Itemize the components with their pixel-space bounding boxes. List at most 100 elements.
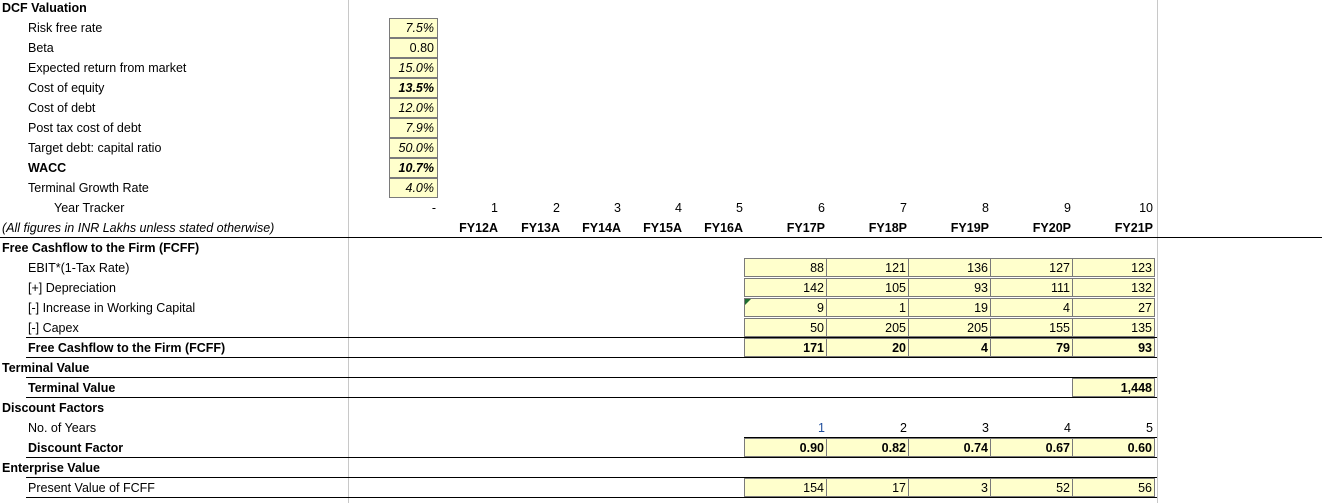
- terminal-value-label: Terminal Value: [28, 381, 116, 395]
- row-separator: [744, 437, 1157, 438]
- terminal-value-cell[interactable]: 1,448: [1072, 378, 1155, 397]
- assumption-input[interactable]: 10.7%: [389, 158, 438, 178]
- year-header: FY21P: [1114, 221, 1153, 235]
- row-separator: [26, 497, 1157, 498]
- header-underline: [0, 237, 1322, 238]
- discount-factor-label: Discount Factor: [28, 441, 124, 455]
- fcff-cell[interactable]: 9: [744, 298, 827, 317]
- year-tracker-cell: 5: [736, 201, 743, 215]
- assumption-input[interactable]: 4.0%: [389, 178, 438, 198]
- error-indicator-icon: [745, 299, 751, 305]
- assumption-input[interactable]: 12.0%: [389, 98, 438, 118]
- fcff-cell[interactable]: 155: [990, 318, 1073, 337]
- year-tracker-cell: 9: [1064, 201, 1071, 215]
- enterprise-section-header: Enterprise Value: [2, 461, 100, 475]
- present-value-cell[interactable]: 3: [908, 478, 991, 497]
- fcff-total-cell[interactable]: 4: [908, 338, 991, 357]
- discount-years-row: No. of Years 1 2 3 4 5: [0, 418, 1322, 438]
- fcff-row-label: EBIT*(1-Tax Rate): [28, 261, 130, 275]
- discount-factor-cell[interactable]: 0.90: [744, 438, 827, 457]
- fcff-cell[interactable]: 111: [990, 278, 1073, 297]
- assumption-input[interactable]: 7.9%: [389, 118, 438, 138]
- discount-factor-cell[interactable]: 0.60: [1072, 438, 1155, 457]
- fcff-cell[interactable]: 142: [744, 278, 827, 297]
- fcff-cell[interactable]: 132: [1072, 278, 1155, 297]
- fcff-cell[interactable]: 105: [826, 278, 909, 297]
- fcff-cell[interactable]: 93: [908, 278, 991, 297]
- assumption-input[interactable]: 13.5%: [389, 78, 438, 98]
- discount-factor-cell[interactable]: 0.82: [826, 438, 909, 457]
- fcff-total-cell[interactable]: 171: [744, 338, 827, 357]
- assumption-row: Cost of equity 13.5%: [0, 78, 1322, 98]
- fcff-cell[interactable]: 50: [744, 318, 827, 337]
- assumption-row: Beta 0.80: [0, 38, 1322, 58]
- year-header: FY20P: [1032, 221, 1071, 235]
- discount-year-cell: 2: [900, 421, 907, 435]
- assumption-input[interactable]: 0.80: [389, 38, 438, 58]
- present-value-label: Present Value of FCFF: [28, 481, 155, 495]
- assumption-label: Expected return from market: [28, 61, 187, 75]
- assumption-input[interactable]: 7.5%: [389, 18, 438, 38]
- assumption-row: Target debt: capital ratio 50.0%: [0, 138, 1322, 158]
- fcff-cell[interactable]: 19: [908, 298, 991, 317]
- discount-factor-cell[interactable]: 0.67: [990, 438, 1073, 457]
- year-tracker-cell: 4: [675, 201, 682, 215]
- fcff-row: [+] Depreciation 142 105 93 111 132: [0, 278, 1322, 298]
- assumption-input[interactable]: 50.0%: [389, 138, 438, 158]
- fcff-cell[interactable]: 205: [908, 318, 991, 337]
- fcff-total-cell[interactable]: 93: [1072, 338, 1155, 357]
- fcff-cell-value: 9: [817, 301, 824, 315]
- assumption-label: WACC: [28, 161, 67, 175]
- fcff-cell[interactable]: 127: [990, 258, 1073, 277]
- fcff-cell[interactable]: 27: [1072, 298, 1155, 317]
- fcff-cell[interactable]: 1: [826, 298, 909, 317]
- year-header: FY16A: [704, 221, 743, 235]
- row-separator: [26, 477, 1157, 478]
- terminal-value-row: Terminal Value 1,448: [0, 378, 1322, 398]
- discount-year-cell: 5: [1146, 421, 1153, 435]
- assumption-row: Terminal Growth Rate 4.0%: [0, 178, 1322, 198]
- section-header-row: Free Cashflow to the Firm (FCFF): [0, 238, 1322, 258]
- year-tracker-cell: 7: [900, 201, 907, 215]
- present-value-cell[interactable]: 56: [1072, 478, 1155, 497]
- assumption-input[interactable]: 15.0%: [389, 58, 438, 78]
- discount-year-cell: 4: [1064, 421, 1071, 435]
- fcff-cell[interactable]: 205: [826, 318, 909, 337]
- fcff-cell[interactable]: 88: [744, 258, 827, 277]
- assumption-label: Beta: [28, 41, 54, 55]
- fcff-total-cell[interactable]: 79: [990, 338, 1073, 357]
- assumption-label: Risk free rate: [28, 21, 103, 35]
- year-tracker-cell: 10: [1139, 201, 1153, 215]
- fcff-cell[interactable]: 121: [826, 258, 909, 277]
- discount-factor-row: Discount Factor 0.90 0.82 0.74 0.67 0.60: [0, 438, 1322, 458]
- discount-years-label: No. of Years: [28, 421, 97, 435]
- discount-section-header: Discount Factors: [2, 401, 105, 415]
- row-separator: [26, 337, 1157, 338]
- year-tracker-cell: 3: [614, 201, 621, 215]
- present-value-cell[interactable]: 17: [826, 478, 909, 497]
- section-header-row: Terminal Value: [0, 358, 1322, 378]
- fcff-cell[interactable]: 135: [1072, 318, 1155, 337]
- year-header: FY14A: [582, 221, 621, 235]
- present-value-cell[interactable]: 154: [744, 478, 827, 497]
- fcff-row: [-] Capex 50 205 205 155 135: [0, 318, 1322, 338]
- fcff-cell[interactable]: 123: [1072, 258, 1155, 277]
- present-value-cell[interactable]: 52: [990, 478, 1073, 497]
- fcff-total-cell[interactable]: 20: [826, 338, 909, 357]
- units-note: (All figures in INR Lakhs unless stated …: [2, 221, 275, 235]
- row-separator: [26, 377, 1157, 378]
- assumption-row: WACC 10.7%: [0, 158, 1322, 178]
- fcff-cell[interactable]: 136: [908, 258, 991, 277]
- assumption-row: Expected return from market 15.0%: [0, 58, 1322, 78]
- present-value-row: Present Value of FCFF 154 17 3 52 56: [0, 478, 1322, 498]
- fcff-row: [-] Increase in Working Capital 9 1 19 4…: [0, 298, 1322, 318]
- fcff-section-header: Free Cashflow to the Firm (FCFF): [2, 241, 200, 255]
- fcff-cell[interactable]: 4: [990, 298, 1073, 317]
- year-header: FY18P: [868, 221, 907, 235]
- assumption-row: Post tax cost of debt 7.9%: [0, 118, 1322, 138]
- assumption-label: Target debt: capital ratio: [28, 141, 162, 155]
- fcff-row-label: [-] Capex: [28, 321, 79, 335]
- year-tracker-dash: -: [431, 201, 436, 215]
- discount-factor-cell[interactable]: 0.74: [908, 438, 991, 457]
